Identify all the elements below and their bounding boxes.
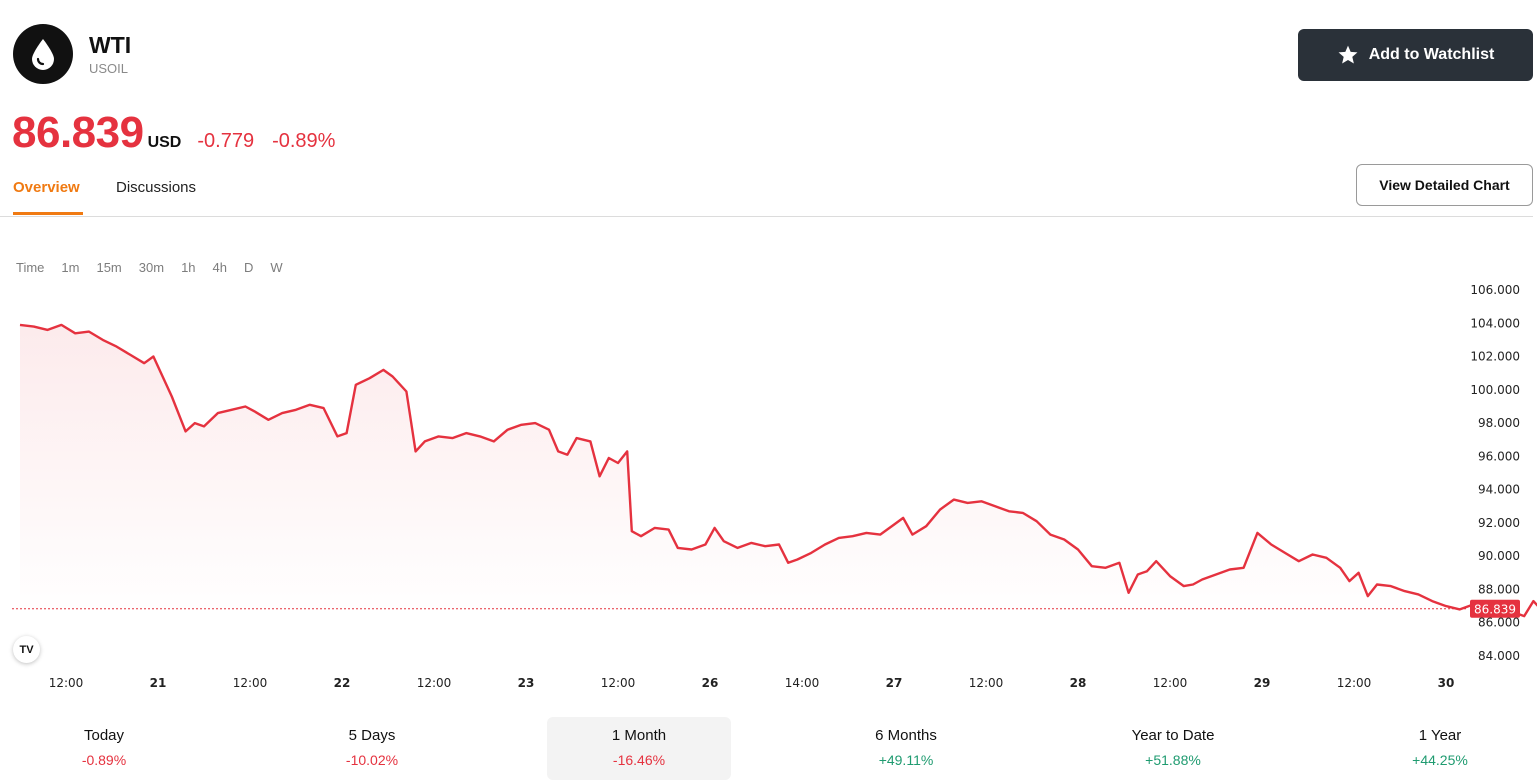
x-tick-label: 29 [1254,676,1271,690]
y-tick-label: 88.000 [1478,582,1520,596]
performance-summary: Today -0.89% 5 Days -10.02% 1 Month -16.… [0,717,1537,781]
x-tick-label: 12:00 [969,676,1004,690]
last-price-tag: 86.839 [1470,599,1520,618]
x-tick-label: 12:00 [233,676,268,690]
currency: USD [147,134,182,151]
period-5-days[interactable]: 5 Days -10.02% [280,717,464,780]
period-1-year[interactable]: 1 Year +44.25% [1348,717,1532,780]
interval-time[interactable]: Time [16,260,45,275]
x-tick-label: 14:00 [785,676,820,690]
price-change-percent: -0.89% [272,130,336,152]
x-tick-label: 21 [150,676,167,690]
instrument-header: WTI USOIL [13,24,131,84]
period-change: +51.88% [1145,752,1201,768]
period-6-months[interactable]: 6 Months +49.11% [814,717,998,780]
period-label: 6 Months [875,727,937,744]
y-tick-label: 100.000 [1470,383,1520,397]
period-1-month[interactable]: 1 Month -16.46% [547,717,731,780]
interval-15m[interactable]: 15m [96,260,122,275]
price-area-fill [20,324,1537,617]
period-today[interactable]: Today -0.89% [12,717,196,780]
quote-row: 86.839 USD -0.779 -0.89% [12,108,335,158]
y-tick-label: 90.000 [1478,549,1520,563]
price-change: -0.779 [197,130,255,152]
y-tick-label: 106.000 [1470,283,1520,297]
price-series-line [19,323,1537,618]
tab-bar: Overview Discussions View Detailed Chart [0,164,1533,217]
period-label: 5 Days [348,727,396,744]
y-tick-label: 102.000 [1470,350,1520,364]
x-tick-label: 26 [702,676,719,690]
period-change: -10.02% [345,752,399,768]
x-tick-label: 30 [1438,676,1455,690]
interval-30m[interactable]: 30m [138,260,165,275]
period-year-to-date[interactable]: Year to Date +51.88% [1081,717,1265,780]
y-tick-label: 94.000 [1478,483,1520,497]
tab-discussions[interactable]: Discussions [116,179,197,196]
interval-d[interactable]: D [244,260,254,275]
instrument-symbol: USOIL [89,61,129,76]
oil-drop-icon [13,24,73,84]
price-chart[interactable]: 86.839 84.000 86.000 88.000 90.000 92.000 94.… [0,280,1537,700]
interval-w[interactable]: W [270,260,283,275]
period-label: 1 Month [611,727,667,744]
x-tick-label: 12:00 [601,676,636,690]
add-to-watchlist-button[interactable]: Add to Watchlist [1298,29,1533,81]
period-change: -0.89% [81,752,127,768]
x-tick-label: 12:00 [417,676,452,690]
y-tick-label: 86.000 [1478,616,1520,630]
y-tick-label: 98.000 [1478,416,1520,430]
y-tick-label: 92.000 [1478,516,1520,530]
period-change: -16.46% [612,752,666,768]
period-label: Year to Date [1131,727,1215,744]
last-price: 86.839 [12,108,144,157]
period-label: Today [83,727,125,744]
x-tick-label: 23 [518,676,535,690]
x-tick-label: 12:00 [1337,676,1372,690]
x-tick-label: 12:00 [1153,676,1188,690]
x-tick-label: 12:00 [49,676,84,690]
y-tick-label: 104.000 [1470,316,1520,330]
tradingview-logo[interactable]: TV [13,636,40,663]
watchlist-button-label: Add to Watchlist [1368,46,1495,63]
y-tick-label: 84.000 [1478,649,1520,663]
active-tab-indicator [13,212,83,215]
period-change: +49.11% [878,752,934,768]
period-change: +44.25% [1412,752,1468,768]
period-label: 1 Year [1418,727,1462,744]
x-tick-label: 28 [1070,676,1087,690]
instrument-name: WTI [89,32,132,58]
interval-4h[interactable]: 4h [212,260,227,275]
interval-selector: Time 1m 15m 30m 1h 4h D W [16,260,300,275]
x-tick-label: 27 [886,676,903,690]
interval-1h[interactable]: 1h [181,260,196,275]
tab-overview[interactable]: Overview [13,179,80,196]
interval-1m[interactable]: 1m [61,260,80,275]
last-price-tag-label: 86.839 [1474,602,1516,616]
star-icon [1338,45,1358,64]
x-tick-label: 22 [334,676,351,690]
y-tick-label: 96.000 [1478,449,1520,463]
view-detailed-chart-button[interactable]: View Detailed Chart [1356,164,1533,206]
